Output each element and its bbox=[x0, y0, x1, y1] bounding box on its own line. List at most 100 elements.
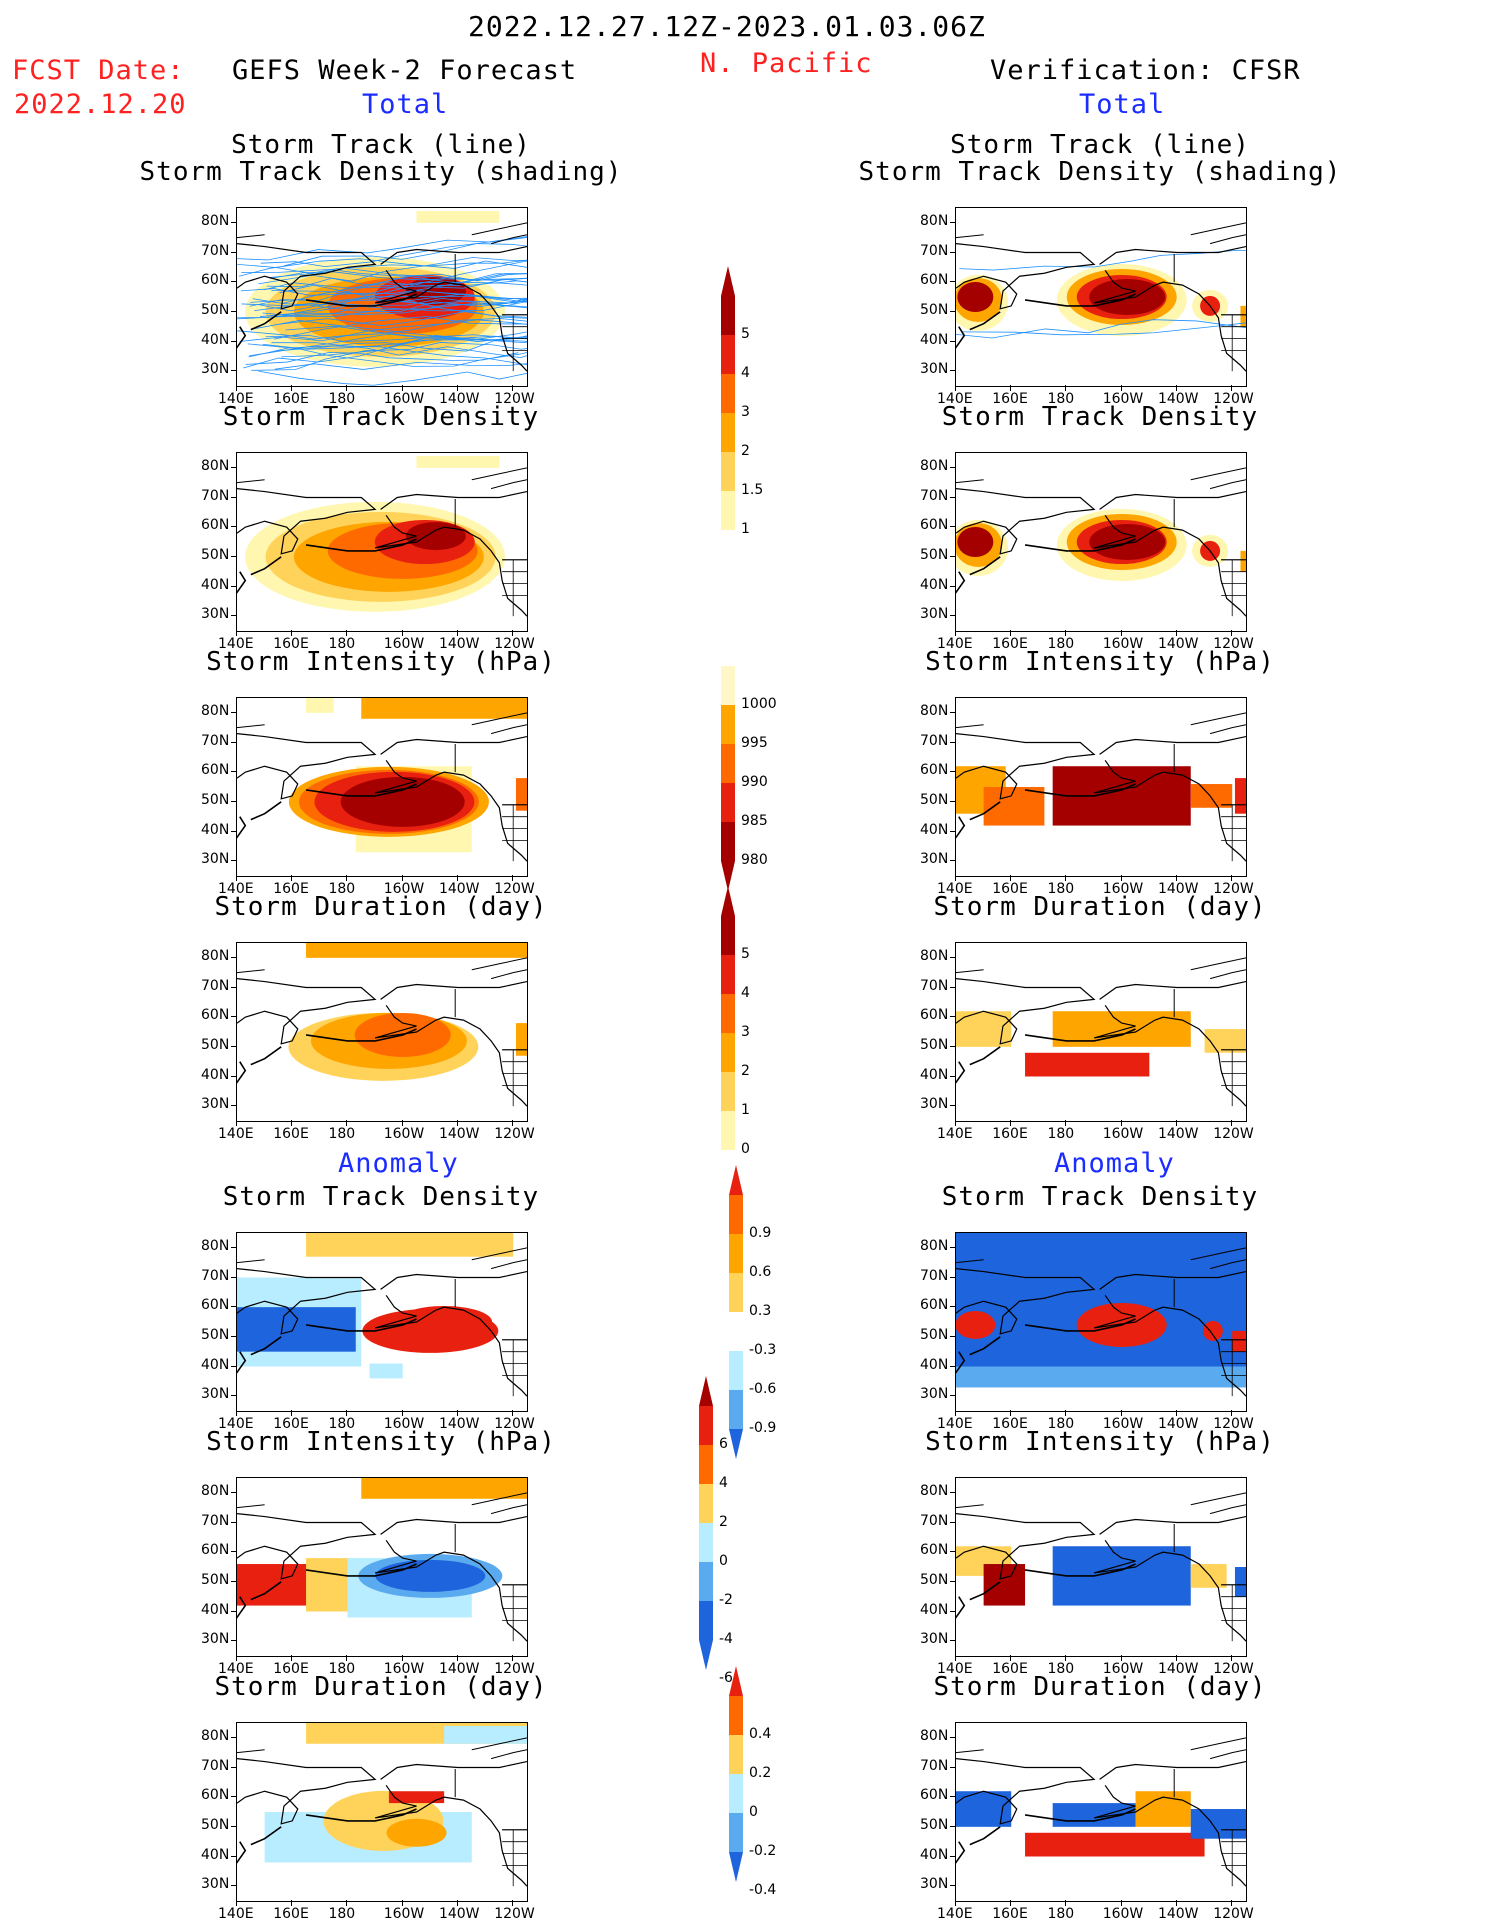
l5-lat-tick bbox=[231, 1365, 237, 1367]
r1-lon-tick bbox=[1120, 385, 1122, 391]
north-america-coastline bbox=[374, 490, 527, 617]
r2-lat-tick bbox=[950, 585, 956, 587]
l5-lon-label: 140E bbox=[218, 1416, 254, 1432]
l4-lat-label: 40N bbox=[201, 1066, 230, 1083]
density-arctic bbox=[416, 210, 500, 223]
r5-lat-tick bbox=[950, 1246, 956, 1248]
r7-lon-label: 140W bbox=[1157, 1906, 1199, 1922]
r2-lon-label: 140E bbox=[937, 636, 973, 652]
fcst-date-label: FCST Date: bbox=[12, 55, 185, 86]
r7-map bbox=[955, 1722, 1247, 1902]
state-borders bbox=[502, 1339, 527, 1397]
l1-lat-tick bbox=[231, 370, 237, 372]
l5-lat-tick bbox=[231, 1276, 237, 1278]
r3-lat-label: 40N bbox=[920, 821, 949, 838]
l2-lat-tick bbox=[231, 585, 237, 587]
ianom-orange-n bbox=[361, 1478, 527, 1499]
l3-lat-label: 60N bbox=[201, 762, 230, 779]
r3-lon-label: 180 bbox=[1047, 881, 1075, 897]
r1-lon-tick bbox=[1175, 385, 1177, 391]
density-edge bbox=[1240, 550, 1246, 572]
l2-lon-label: 160W bbox=[383, 636, 425, 652]
l3-lat-tick bbox=[231, 711, 237, 713]
r5-lon-tick bbox=[1120, 1410, 1122, 1416]
l2-lat-label: 80N bbox=[201, 457, 230, 474]
state-borders bbox=[502, 804, 527, 862]
l4-lat-label: 80N bbox=[201, 947, 230, 964]
l5-lon-tick bbox=[236, 1410, 237, 1416]
l2-lon-tick bbox=[456, 630, 458, 636]
r5-lat-label: 30N bbox=[920, 1386, 949, 1403]
r6-lat-tick bbox=[950, 1491, 956, 1493]
right-anomaly-label: Anomaly bbox=[1054, 1148, 1175, 1179]
colorbar-segment bbox=[721, 705, 735, 744]
r3-lon-tick bbox=[1231, 875, 1233, 881]
r1-lat-label: 30N bbox=[920, 361, 949, 378]
l6-lon-label: 160W bbox=[383, 1661, 425, 1677]
island-chain bbox=[956, 293, 1136, 349]
r4-lon-tick bbox=[1065, 1120, 1067, 1126]
colorbar-intensity_anom-label: 0 bbox=[719, 1553, 728, 1569]
r6-lon-tick bbox=[1175, 1655, 1177, 1661]
r5-lon-tick bbox=[955, 1410, 956, 1416]
l2-lon-label: 180 bbox=[328, 636, 356, 652]
r6-lat-tick bbox=[950, 1580, 956, 1582]
r1-lat-label: 40N bbox=[920, 331, 949, 348]
r2-lat-tick bbox=[950, 496, 956, 498]
l4-lon-tick bbox=[236, 1120, 237, 1126]
l6-lon-tick bbox=[236, 1655, 237, 1661]
left-anomaly-label: Anomaly bbox=[338, 1148, 459, 1179]
ianom-red-w bbox=[983, 1564, 1026, 1606]
l5-lon-tick bbox=[291, 1410, 293, 1416]
state-borders bbox=[502, 1049, 527, 1107]
r2-lon-tick bbox=[1120, 630, 1122, 636]
l2-lon-tick bbox=[401, 630, 403, 636]
colorbar-duration_anom-label: -0.2 bbox=[749, 1843, 777, 1859]
r7-lat-label: 30N bbox=[920, 1876, 949, 1893]
l2-lon-label: 160E bbox=[273, 636, 309, 652]
island-chain bbox=[956, 1563, 1136, 1619]
r4-lon-label: 160E bbox=[992, 1126, 1028, 1142]
r4-lat-tick bbox=[950, 1016, 956, 1018]
r3-lon-tick bbox=[1065, 875, 1067, 881]
r4-lat-tick bbox=[950, 1105, 956, 1107]
l6-lat-tick bbox=[231, 1610, 237, 1612]
island-chain bbox=[237, 1563, 417, 1619]
r4-lat-label: 50N bbox=[920, 1036, 949, 1053]
colorbar-intensity_anom-label: 6 bbox=[719, 1436, 728, 1452]
l7-lon-tick bbox=[512, 1900, 514, 1906]
colorbar-segment bbox=[721, 1072, 735, 1111]
l6-lon-tick bbox=[291, 1655, 293, 1661]
l5-lat-label: 50N bbox=[201, 1326, 230, 1343]
colorbar-segment bbox=[721, 413, 735, 452]
danom-edge bbox=[1232, 1330, 1246, 1352]
r7-lon-tick bbox=[1120, 1900, 1122, 1906]
l6-lon-label: 140E bbox=[218, 1661, 254, 1677]
r1-lat-tick bbox=[950, 281, 956, 283]
r4-map bbox=[955, 942, 1247, 1122]
r5-lat-label: 50N bbox=[920, 1326, 949, 1343]
north-america-coastline bbox=[374, 1270, 527, 1397]
l5-lat-tick bbox=[231, 1335, 237, 1337]
colorbar-intensity_anom-label: -2 bbox=[719, 1592, 733, 1608]
r3-map bbox=[955, 697, 1247, 877]
l2-lon-tick bbox=[346, 630, 348, 636]
colorbar-segment bbox=[699, 1445, 713, 1484]
l3-map bbox=[236, 697, 528, 877]
l4-lon-label: 180 bbox=[328, 1126, 356, 1142]
asia-coastline bbox=[956, 733, 1096, 800]
colorbar-density-label: 5 bbox=[741, 326, 750, 342]
l2-lat-tick bbox=[231, 526, 237, 528]
l1-lon-label: 140W bbox=[438, 391, 480, 407]
colorbar-intensity_anom-label: -4 bbox=[719, 1631, 733, 1647]
r5-lon-tick bbox=[1065, 1410, 1067, 1416]
r4-lon-tick bbox=[1231, 1120, 1233, 1126]
north-america-coastline bbox=[374, 1515, 527, 1642]
r2-lat-label: 40N bbox=[920, 576, 949, 593]
island-chain bbox=[956, 1318, 1136, 1374]
l5-lon-label: 180 bbox=[328, 1416, 356, 1432]
state-borders bbox=[1221, 559, 1246, 617]
colorbar-density-label: 2 bbox=[741, 443, 750, 459]
l6-lon-tick bbox=[456, 1655, 458, 1661]
asia-coastline bbox=[237, 733, 377, 800]
